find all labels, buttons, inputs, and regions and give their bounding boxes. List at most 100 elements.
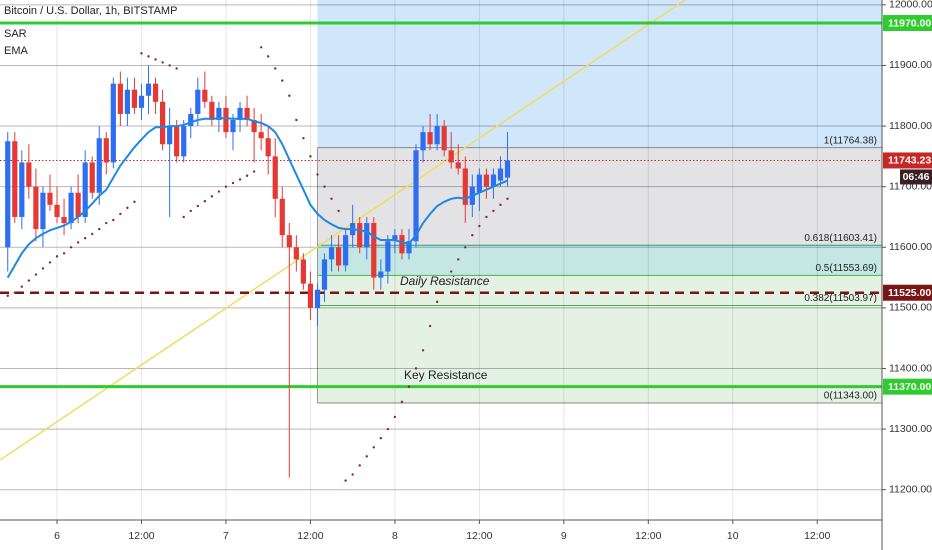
x-tick-label: 8 — [392, 530, 398, 542]
candle-body — [195, 89, 201, 114]
trendline — [0, 0, 686, 461]
sar-dot — [6, 294, 9, 297]
sar-dot — [386, 427, 390, 431]
sar-dot — [154, 58, 157, 61]
candle-body — [286, 235, 292, 248]
candle-body — [138, 95, 145, 108]
legend: Bitcoin / U.S. Dollar, 1h, BITSTAMP SAR … — [4, 5, 177, 57]
candle-body — [251, 120, 257, 133]
sar-dot — [55, 255, 59, 258]
sar-dot — [126, 206, 129, 210]
sar-dot — [266, 55, 270, 58]
candle-body — [82, 162, 88, 217]
candle-body — [47, 192, 53, 205]
sar-dot — [281, 79, 284, 82]
x-tick-label: 6 — [54, 530, 60, 542]
candle-body — [188, 113, 194, 127]
candle-body — [54, 204, 60, 217]
time-axis-panel — [0, 520, 882, 550]
sar-dot — [231, 181, 235, 185]
candle-body — [145, 83, 152, 96]
sar-dot — [147, 55, 150, 58]
candle-body — [174, 126, 180, 157]
y-tick-label: 11200.00 — [889, 483, 932, 495]
candle-body — [490, 174, 497, 187]
sar-dot — [400, 400, 404, 404]
fib-label: 0(11343.00) — [824, 391, 877, 402]
sar-dot — [372, 446, 375, 449]
sar-dot — [421, 349, 425, 352]
y-tick-label: 11500.00 — [889, 302, 932, 314]
candle-body — [279, 198, 285, 236]
x-tick-label: 7 — [223, 530, 229, 542]
sar-dot — [20, 285, 24, 288]
countdown-tag — [900, 169, 932, 185]
sar-dot — [295, 118, 298, 122]
candle-body — [223, 107, 229, 133]
sar-dot — [189, 209, 192, 213]
sar-dot — [274, 67, 277, 70]
annotation: Daily Resistance — [400, 274, 490, 288]
candle-body — [378, 271, 384, 278]
sar-dot — [485, 215, 488, 219]
candle-body — [61, 216, 67, 224]
sar-dot — [105, 221, 108, 225]
sar-dot — [259, 46, 263, 49]
sar-dot — [217, 190, 221, 193]
candle-body — [420, 132, 426, 151]
sar-dot — [407, 385, 411, 388]
candle-body — [455, 162, 461, 169]
candle-body — [476, 174, 482, 193]
sar-dot — [302, 136, 305, 140]
sar-dot — [238, 178, 242, 181]
candle-body — [300, 259, 306, 284]
sar-dot — [210, 195, 214, 198]
candle-body — [364, 223, 370, 248]
price-tag — [883, 15, 932, 32]
candle-body — [258, 132, 264, 139]
candle-body — [314, 289, 321, 308]
sar-dot — [76, 241, 80, 244]
sar-dot — [344, 479, 347, 482]
sar-dot — [119, 212, 122, 216]
x-tick-label: 12:00 — [466, 530, 492, 542]
candle-body — [357, 223, 363, 248]
candle-body — [427, 132, 433, 145]
sar-dot — [506, 197, 509, 200]
annotation: Key Resistance — [404, 368, 488, 382]
sar-dot — [330, 197, 333, 200]
x-tick-label: 12:00 — [804, 530, 830, 542]
candle-body — [237, 107, 243, 120]
x-tick-label: 12:00 — [128, 530, 154, 542]
sar-dot — [83, 236, 87, 240]
candle-body — [413, 150, 419, 242]
candle-body — [40, 192, 46, 230]
sar-dot — [98, 227, 101, 231]
fib-label: 0.5(11553.69) — [815, 263, 877, 274]
price-tag-label: 11743.23 — [888, 155, 931, 167]
sar-dot — [133, 200, 136, 204]
price-tag — [883, 152, 932, 169]
fib-zone — [317, 275, 882, 306]
sar-dot — [175, 67, 178, 70]
countdown: 06:46 — [903, 171, 930, 183]
indicator-label: SAR — [4, 28, 27, 40]
candle-body — [462, 168, 468, 205]
sar-dot — [414, 367, 418, 370]
candle-body — [216, 107, 222, 120]
sar-dot — [91, 232, 94, 236]
sar-dot — [224, 185, 228, 188]
price-tag-label: 11370.00 — [888, 381, 931, 393]
sar-dot — [252, 170, 256, 173]
sar-dot — [13, 291, 16, 294]
candle-body — [152, 83, 159, 102]
price-tag — [883, 284, 932, 301]
ema-line — [6, 117, 508, 279]
candle-body — [343, 235, 349, 266]
y-tick-label: 12000.00 — [889, 0, 932, 11]
candle-body — [392, 235, 398, 242]
candle-body — [230, 120, 236, 133]
y-tick-label: 11600.00 — [889, 241, 932, 253]
